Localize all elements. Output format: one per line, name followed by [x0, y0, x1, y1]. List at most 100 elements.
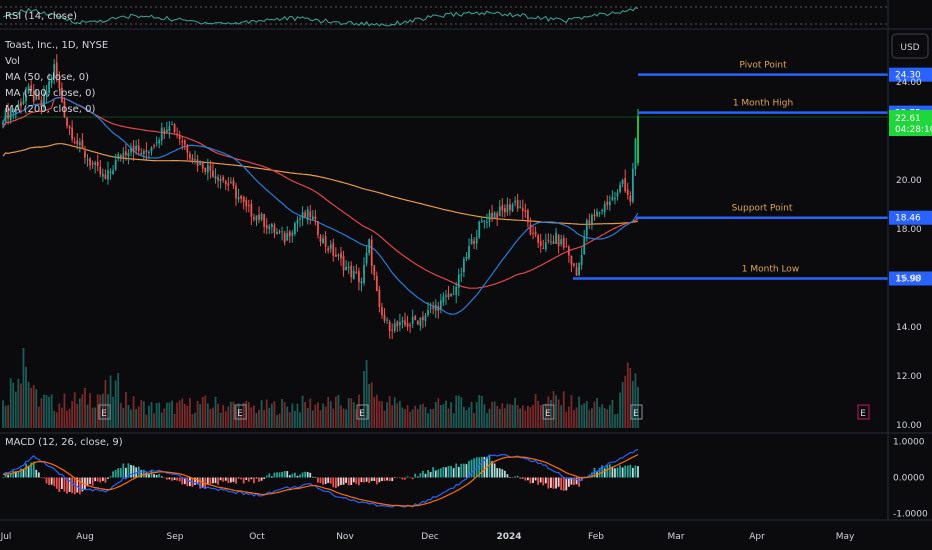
candle-body [260, 213, 263, 220]
candle-body [50, 77, 53, 84]
macd-hist-bar [196, 477, 199, 485]
candle-body [486, 221, 488, 223]
macd-hist-bar [91, 477, 94, 486]
macd-hist-bar [445, 467, 447, 478]
macd-hist-bar [12, 470, 15, 478]
macd-hist-bar [288, 475, 291, 478]
candle-body [45, 91, 48, 96]
macd-hist-bar [219, 477, 222, 481]
volume-bar [429, 409, 432, 428]
currency-button[interactable] [891, 33, 929, 59]
volume-bar [263, 410, 266, 428]
candle-body [524, 210, 527, 213]
volume-bar [283, 402, 286, 428]
volume-bar [416, 409, 419, 428]
macd-hist-bar [608, 464, 611, 478]
candle-body [258, 214, 260, 220]
macd-hist-bar [176, 477, 179, 481]
macd-hist-bar [437, 469, 440, 478]
volume-bar [194, 412, 196, 428]
candle-body [601, 210, 604, 212]
volume-bar [214, 396, 217, 428]
candle-body [214, 176, 217, 179]
volume-bar [496, 405, 499, 428]
candle-body [388, 321, 391, 331]
macd-pane: MACD (12, 26, close, 9) [2, 437, 639, 508]
macd-hist-bar [637, 466, 639, 478]
volume-bar [452, 413, 455, 428]
macd-hist-bar [524, 477, 527, 481]
macd-hist-bar [503, 470, 506, 478]
candle-body [452, 294, 455, 296]
candle-body [35, 94, 38, 100]
earnings-marker[interactable] [98, 404, 111, 420]
candle-body [148, 152, 150, 154]
volume-bar [253, 405, 255, 428]
candle-body [311, 216, 314, 220]
volume-bar [473, 413, 476, 428]
macd-hist-bar [7, 475, 10, 478]
macd-hist-bar [555, 477, 557, 489]
macd-hist-bar [350, 477, 353, 485]
candle-body [137, 145, 140, 151]
volume-bar [163, 408, 166, 428]
volume-bar [68, 408, 71, 428]
volume-bar [270, 403, 273, 428]
volume-bar [322, 403, 324, 428]
macd-hist-bar [84, 477, 86, 489]
volume-bar [493, 401, 496, 428]
candle-body [163, 129, 166, 134]
candle-body [142, 150, 145, 155]
candle-body [527, 210, 529, 223]
candle-body [363, 264, 365, 284]
macd-hist-bar [393, 477, 396, 479]
macd-hist-bar [317, 477, 319, 483]
macd-hist-bar [332, 477, 335, 488]
volume-bar [470, 401, 473, 428]
volume-bar [611, 400, 614, 428]
time-axis[interactable]: Jul Aug Sep Oct Nov Dec 2024 Feb Mar Apr May [0, 532, 855, 542]
volume-bar [363, 371, 365, 428]
volume-bar [447, 408, 450, 428]
volume-bar [524, 410, 527, 428]
candle-body [542, 247, 545, 249]
candle-body [637, 116, 639, 163]
macd-hist-bar [60, 477, 63, 490]
macd-hist-bar [158, 473, 161, 478]
volume-bar [104, 380, 107, 428]
level-price-value: 15.98 [895, 274, 921, 284]
volume-bar [171, 400, 173, 428]
macd-hist-bar [258, 477, 260, 482]
volume-bar [45, 394, 48, 428]
volume-bar [76, 403, 79, 428]
volume-bar [503, 408, 506, 428]
candle-body [478, 221, 481, 238]
macd-tick: -1.0000 [893, 510, 928, 520]
level-label: 1 Month Low [742, 264, 799, 274]
volume-bar [4, 405, 7, 428]
macd-hist-bar [386, 477, 388, 481]
candle-body [583, 236, 586, 255]
volume-bar [7, 405, 10, 428]
macd-hist-bar [142, 469, 145, 478]
macd-hist-bar [483, 456, 486, 478]
candle-body [22, 100, 25, 104]
macd-hist-bar [27, 465, 30, 478]
candle-body [99, 166, 102, 175]
macd-hist-bar [539, 477, 542, 483]
candle-body [89, 158, 91, 166]
earnings-marker[interactable] [630, 404, 643, 420]
macd-hist-bar [107, 477, 109, 479]
macd-hist-bar [406, 476, 409, 478]
volume-bar [501, 403, 504, 428]
macd-hist-bar [327, 477, 330, 483]
earnings-marker[interactable] [356, 404, 369, 420]
earnings-marker[interactable] [542, 404, 555, 420]
earnings-marker[interactable] [857, 404, 870, 420]
earnings-marker[interactable] [234, 404, 247, 420]
macd-hist-bar [206, 477, 209, 484]
volume-bar [48, 396, 50, 428]
candle-body [122, 152, 125, 159]
macd-hist-bar [470, 459, 473, 478]
